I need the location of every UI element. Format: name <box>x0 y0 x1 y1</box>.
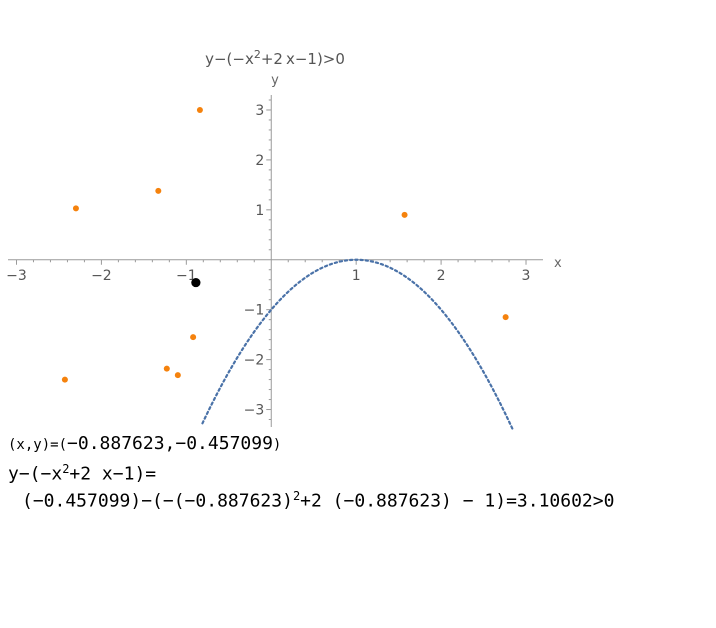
x-tick-label: 2 <box>437 268 446 284</box>
y-tick-label: 3 <box>255 103 264 119</box>
x-tick-label: −1 <box>176 268 197 284</box>
expression-part-a: y−(−x <box>8 463 63 485</box>
data-point <box>502 314 509 321</box>
evaluation-part-a: (−0.457099)−(−(−0.887623) <box>22 490 293 512</box>
y-tick-label: −1 <box>244 303 265 319</box>
boundary-curve <box>201 258 515 430</box>
inequality-expression: y−(−x2+2 x−1)= <box>8 462 156 484</box>
coordinate-readout: (x,y)=(−0.887623,−0.457099) <box>8 433 281 454</box>
y-tick-label: 1 <box>255 203 264 219</box>
x-axis-label: x <box>554 256 562 271</box>
y-tick-label: −2 <box>244 353 265 369</box>
chart-title: y−(−x2+2 x−1)>0 <box>205 48 345 68</box>
readout-prefix: (x,y)=( <box>8 437 68 453</box>
data-point <box>174 372 181 379</box>
x-tick-label: 1 <box>352 268 361 284</box>
x-tick-label: −3 <box>6 268 27 284</box>
data-point <box>155 187 162 194</box>
data-point <box>401 211 408 218</box>
x-tick-label: 3 <box>522 268 531 284</box>
data-point <box>61 376 68 383</box>
expression-exponent: 2 <box>62 462 70 476</box>
readout-coordinates: −0.887623,−0.457099 <box>67 433 273 454</box>
data-point <box>196 106 203 113</box>
axes: −3 −2 −1 1 2 3 −3 −2 −1 1 2 3 <box>6 95 543 427</box>
data-point <box>72 205 79 212</box>
evaluation-result: (−0.457099)−(−(−0.887623)2+2 (−0.887623)… <box>22 489 614 511</box>
readout-suffix: ) <box>272 437 282 453</box>
selected-point <box>191 277 201 288</box>
expression-part-b: +2 x−1)= <box>69 463 157 485</box>
inequality-plot: y−(−x2+2 x−1)>0 −3 −2 −1 1 2 3 −3 −2 −1 1 2 3 x y <box>6 48 562 430</box>
y-tick-label: 2 <box>255 153 264 169</box>
y-tick-label: −3 <box>244 403 265 419</box>
boundary-curve-layer <box>201 258 515 430</box>
evaluation-part-b: +2 (−0.887623) − 1)=3.10602>0 <box>300 490 615 512</box>
data-point <box>163 365 170 372</box>
evaluation-exponent: 2 <box>292 489 301 503</box>
data-point <box>190 334 197 341</box>
y-axis-label: y <box>271 73 279 88</box>
x-tick-label: −2 <box>91 268 112 284</box>
points-layer <box>61 106 509 383</box>
